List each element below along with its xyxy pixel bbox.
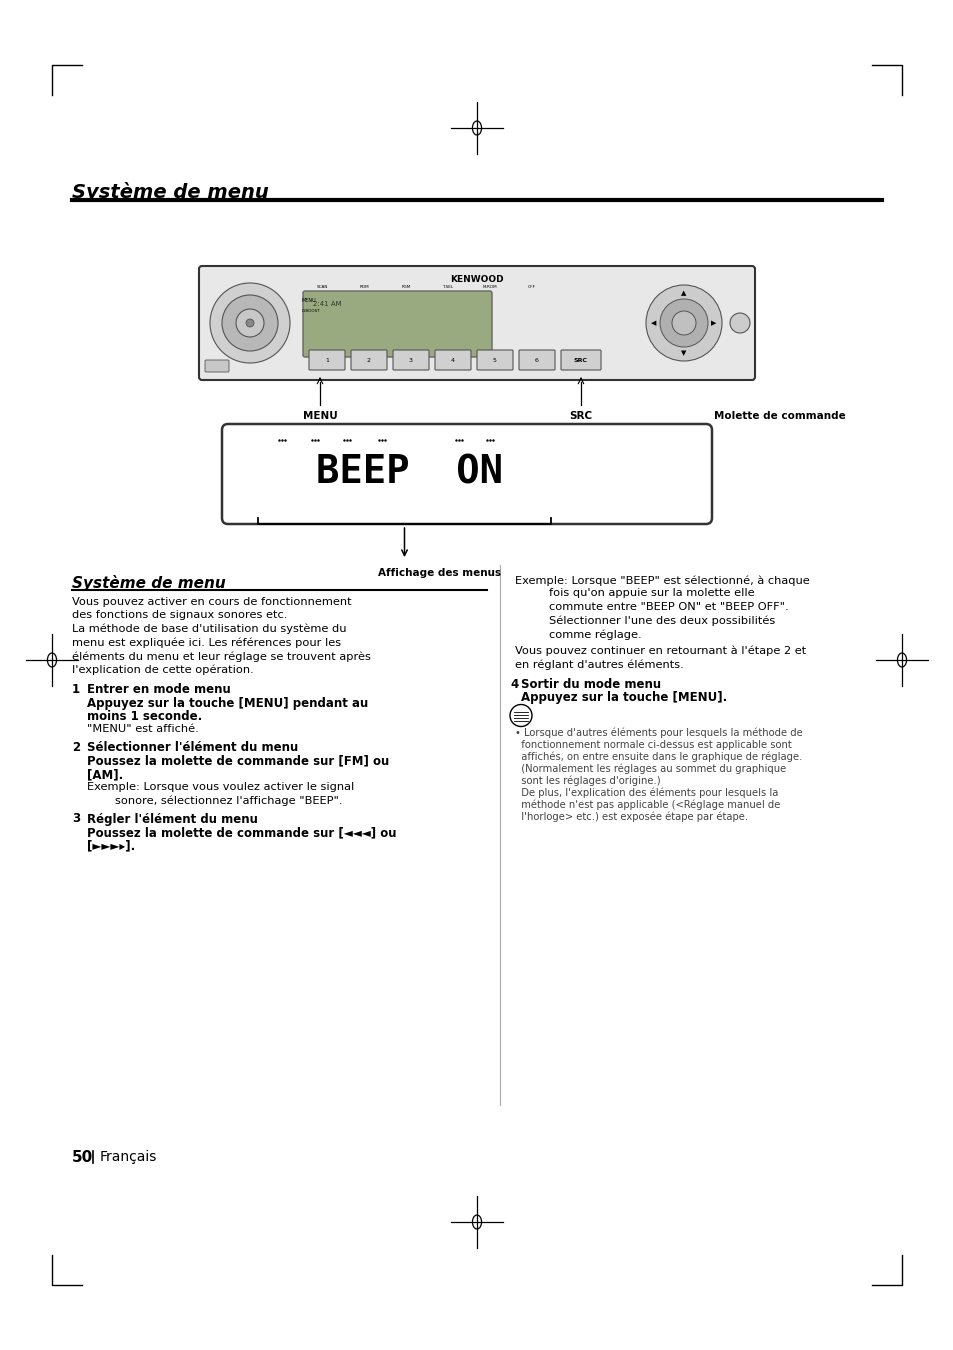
Circle shape [510, 705, 532, 726]
FancyBboxPatch shape [205, 360, 229, 373]
Circle shape [729, 313, 749, 333]
FancyBboxPatch shape [199, 266, 754, 379]
Text: 50: 50 [71, 1150, 93, 1165]
Text: PGM: PGM [401, 285, 410, 289]
Circle shape [235, 309, 264, 338]
Circle shape [645, 285, 721, 360]
Text: fois qu'on appuie sur la molette elle: fois qu'on appuie sur la molette elle [549, 589, 754, 598]
Text: Vous pouvez continuer en retournant à l'étape 2 et: Vous pouvez continuer en retournant à l'… [515, 645, 805, 656]
Text: Exemple: Lorsque vous voulez activer le signal: Exemple: Lorsque vous voulez activer le … [87, 782, 354, 791]
Text: OFF: OFF [527, 285, 536, 289]
Text: comme réglage.: comme réglage. [549, 629, 641, 640]
Text: 2: 2 [367, 358, 371, 363]
Text: moins 1 seconde.: moins 1 seconde. [87, 710, 202, 724]
Text: Système de menu: Système de menu [71, 182, 269, 202]
Text: Français: Français [100, 1150, 157, 1164]
Text: Sélectionner l'élément du menu: Sélectionner l'élément du menu [87, 741, 298, 755]
Text: Vous pouvez activer en cours de fonctionnement: Vous pouvez activer en cours de fonction… [71, 597, 352, 608]
Circle shape [222, 296, 277, 351]
Text: D.BOOST: D.BOOST [302, 309, 320, 313]
Text: en réglant d'autres éléments.: en réglant d'autres éléments. [515, 659, 683, 670]
Text: méthode n'est pas applicable (<Réglage manuel de: méthode n'est pas applicable (<Réglage m… [515, 801, 780, 810]
FancyBboxPatch shape [351, 350, 387, 370]
Text: éléments du menu et leur réglage se trouvent après: éléments du menu et leur réglage se trou… [71, 651, 371, 661]
FancyBboxPatch shape [435, 350, 471, 370]
Text: 1: 1 [325, 358, 329, 363]
Circle shape [659, 298, 707, 347]
Text: sont les réglages d'origine.): sont les réglages d'origine.) [515, 776, 659, 787]
Text: 4: 4 [451, 358, 455, 363]
Text: menu est expliquée ici. Les références pour les: menu est expliquée ici. Les références p… [71, 637, 341, 648]
Text: Sortir du mode menu: Sortir du mode menu [520, 678, 660, 690]
Text: Entrer en mode menu: Entrer en mode menu [87, 683, 231, 697]
Text: [►►►▸].: [►►►▸]. [87, 840, 135, 852]
FancyBboxPatch shape [518, 350, 555, 370]
Text: commute entre "BEEP ON" et "BEEP OFF".: commute entre "BEEP ON" et "BEEP OFF". [549, 602, 788, 612]
Text: Exemple: Lorsque "BEEP" est sélectionné, à chaque: Exemple: Lorsque "BEEP" est sélectionné,… [515, 575, 809, 586]
Text: 6: 6 [535, 358, 538, 363]
Circle shape [671, 310, 696, 335]
Circle shape [246, 319, 253, 327]
Text: SRC: SRC [574, 358, 587, 363]
Text: "MENU" est affiché.: "MENU" est affiché. [87, 724, 198, 733]
Text: M-ROM: M-ROM [482, 285, 497, 289]
Text: Système de menu: Système de menu [71, 575, 226, 591]
Text: des fonctions de signaux sonores etc.: des fonctions de signaux sonores etc. [71, 610, 287, 621]
Text: ▲: ▲ [680, 290, 686, 296]
Text: affichés, on entre ensuite dans le graphique de réglage.: affichés, on entre ensuite dans le graph… [515, 752, 801, 763]
Text: ROM: ROM [359, 285, 369, 289]
Text: SRC: SRC [569, 410, 592, 421]
Text: Affichage des menus: Affichage des menus [377, 568, 500, 578]
Text: fonctionnement normale ci-dessus est applicable sont: fonctionnement normale ci-dessus est app… [515, 740, 791, 751]
Text: MENU: MENU [302, 298, 316, 304]
Text: BEEP  ON: BEEP ON [315, 454, 502, 491]
Text: (Normalement les réglages au sommet du graphique: (Normalement les réglages au sommet du g… [515, 764, 785, 775]
Text: 3: 3 [71, 813, 80, 825]
Text: 5: 5 [493, 358, 497, 363]
FancyBboxPatch shape [222, 424, 711, 524]
Text: SCAN: SCAN [316, 285, 327, 289]
FancyBboxPatch shape [560, 350, 600, 370]
Text: • Lorsque d'autres éléments pour lesquels la méthode de: • Lorsque d'autres éléments pour lesquel… [515, 728, 801, 738]
Text: MENU: MENU [302, 410, 337, 421]
Text: ◀: ◀ [651, 320, 656, 325]
FancyBboxPatch shape [309, 350, 345, 370]
Text: De plus, l'explication des éléments pour lesquels la: De plus, l'explication des éléments pour… [515, 788, 778, 798]
Circle shape [210, 284, 290, 363]
Text: T-SEL: T-SEL [442, 285, 453, 289]
Text: sonore, sélectionnez l'affichage "BEEP".: sonore, sélectionnez l'affichage "BEEP". [115, 795, 342, 806]
Text: l'horloge> etc.) est exposée étape par étape.: l'horloge> etc.) est exposée étape par é… [515, 811, 747, 822]
Text: 4: 4 [510, 678, 517, 690]
Text: Appuyez sur la touche [MENU].: Appuyez sur la touche [MENU]. [520, 691, 726, 703]
FancyBboxPatch shape [393, 350, 429, 370]
Text: Poussez la molette de commande sur [◄◄◄] ou: Poussez la molette de commande sur [◄◄◄]… [87, 826, 396, 838]
FancyBboxPatch shape [476, 350, 513, 370]
Text: ▼: ▼ [680, 350, 686, 356]
Text: 1: 1 [71, 683, 80, 697]
Text: Sélectionner l'une des deux possibilités: Sélectionner l'une des deux possibilités [549, 616, 775, 626]
Text: Régler l'élément du menu: Régler l'élément du menu [87, 813, 257, 825]
Text: 2:41 AM: 2:41 AM [313, 301, 341, 306]
Text: Molette de commande: Molette de commande [713, 410, 845, 421]
Text: Poussez la molette de commande sur [FM] ou: Poussez la molette de commande sur [FM] … [87, 755, 389, 768]
Text: La méthode de base d'utilisation du système du: La méthode de base d'utilisation du syst… [71, 624, 346, 634]
Text: 3: 3 [409, 358, 413, 363]
Text: ▶: ▶ [711, 320, 716, 325]
FancyBboxPatch shape [303, 292, 492, 356]
Text: [AM].: [AM]. [87, 768, 123, 782]
Text: KENWOOD: KENWOOD [450, 275, 503, 284]
Text: l'explication de cette opération.: l'explication de cette opération. [71, 664, 253, 675]
Text: Appuyez sur la touche [MENU] pendant au: Appuyez sur la touche [MENU] pendant au [87, 697, 368, 710]
Text: 2: 2 [71, 741, 80, 755]
